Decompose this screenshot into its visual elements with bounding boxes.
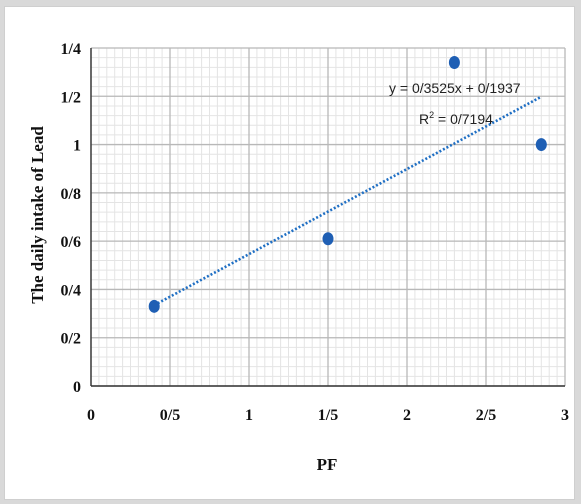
y-tick-label: 1/4 xyxy=(61,41,81,58)
trendline-group xyxy=(153,95,542,307)
y-tick-label: 0/2 xyxy=(61,331,81,348)
r-squared-prefix: R xyxy=(419,111,429,127)
trendline-equation: y = 0/3525x + 0/1937 xyxy=(389,80,521,96)
x-tick-label: 3 xyxy=(561,407,569,424)
data-point xyxy=(448,55,460,69)
x-tick-label: 2 xyxy=(403,407,411,424)
y-axis-title: The daily intake of Lead xyxy=(28,126,47,304)
r-squared-value: = 0/7194 xyxy=(434,111,493,127)
data-point xyxy=(148,299,160,313)
y-tick-label: 0/8 xyxy=(61,186,81,203)
y-tick-label: 0 xyxy=(73,379,81,396)
x-tick-labels: 0 0/5 1 1/5 2 2/5 3 xyxy=(87,407,569,424)
x-tick-label: 0/5 xyxy=(160,407,180,424)
scatter-chart: 0 0/5 1 1/5 2 2/5 3 0 0/2 0/4 0/6 0/8 1 1/2 1/4 y = 0… xyxy=(28,41,569,474)
data-point xyxy=(535,138,547,152)
x-tick-label: 1/5 xyxy=(318,407,338,424)
axes xyxy=(90,48,565,387)
y-tick-labels: 0 0/2 0/4 0/6 0/8 1 1/2 1/4 xyxy=(61,41,81,396)
y-tick-label: 0/4 xyxy=(61,282,81,299)
x-tick-label: 0 xyxy=(87,407,95,424)
r-squared-superscript: 2 xyxy=(429,110,434,120)
data-point xyxy=(322,232,334,246)
data-points xyxy=(148,55,547,313)
x-tick-label: 1 xyxy=(245,407,253,424)
r-squared-label: R2 = 0/7194 xyxy=(419,110,493,127)
y-tick-label: 1/2 xyxy=(61,89,81,106)
x-tick-label: 2/5 xyxy=(476,407,496,424)
y-tick-label: 0/6 xyxy=(61,234,81,251)
y-tick-label: 1 xyxy=(73,138,81,155)
x-axis-title: PF xyxy=(317,455,338,474)
chart-frame: 0 0/5 1 1/5 2 2/5 3 0 0/2 0/4 0/6 0/8 1 1/2 1/4 y = 0… xyxy=(4,6,575,500)
trendline xyxy=(153,95,542,307)
